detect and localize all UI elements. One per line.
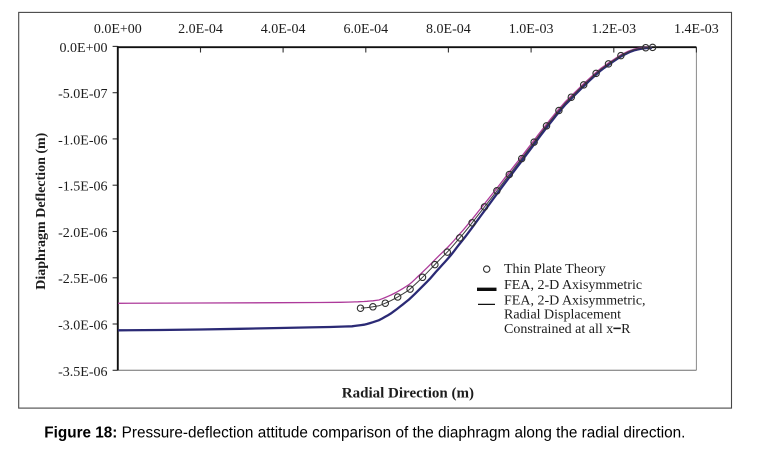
svg-text:0.0E+00: 0.0E+00 xyxy=(60,41,108,56)
svg-text:2.0E-04: 2.0E-04 xyxy=(178,22,223,37)
svg-text:FEA, 2-D Axisymmetric: FEA, 2-D Axisymmetric xyxy=(504,278,642,293)
svg-text:0.0E+00: 0.0E+00 xyxy=(94,22,142,37)
svg-text:Diaphragm Deflection (m): Diaphragm Deflection (m) xyxy=(34,132,49,289)
svg-text:-2.5E-06: -2.5E-06 xyxy=(58,272,107,287)
svg-text:-2.0E-06: -2.0E-06 xyxy=(58,226,107,241)
svg-text:4.0E-04: 4.0E-04 xyxy=(261,22,306,37)
svg-text:1.0E-03: 1.0E-03 xyxy=(509,22,554,37)
svg-text:-1.0E-06: -1.0E-06 xyxy=(58,133,107,148)
svg-text:8.0E-04: 8.0E-04 xyxy=(426,22,471,37)
svg-text:-3.0E-06: -3.0E-06 xyxy=(58,319,107,334)
svg-text:-3.5E-06: -3.5E-06 xyxy=(58,365,107,380)
svg-text:1.2E-03: 1.2E-03 xyxy=(591,22,636,37)
svg-text:Figure 18: Pressure-deflection: Figure 18: Pressure-deflection attitude … xyxy=(44,424,685,441)
svg-text:Thin Plate Theory: Thin Plate Theory xyxy=(504,262,606,277)
svg-text:Constrained at all x−R: Constrained at all x−R xyxy=(504,322,631,337)
svg-text:Radial Displacement: Radial Displacement xyxy=(504,308,621,323)
svg-text:Radial Direction (m): Radial Direction (m) xyxy=(342,386,474,402)
svg-text:6.0E-04: 6.0E-04 xyxy=(343,22,388,37)
svg-text:FEA, 2-D Axisymmetric,: FEA, 2-D Axisymmetric, xyxy=(504,294,646,309)
svg-text:-5.0E-07: -5.0E-07 xyxy=(58,87,107,102)
svg-text:1.4E-03: 1.4E-03 xyxy=(674,22,719,37)
svg-text:-1.5E-06: -1.5E-06 xyxy=(58,180,107,195)
